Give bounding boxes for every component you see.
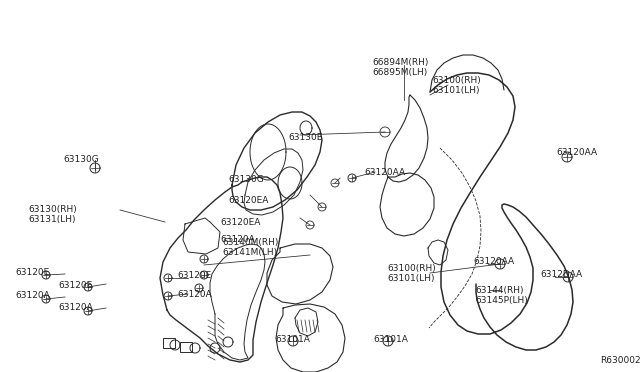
- Text: 63120A: 63120A: [220, 235, 255, 244]
- Text: 63120EA: 63120EA: [220, 218, 260, 227]
- Text: 63120A: 63120A: [58, 303, 93, 312]
- Text: 66894M(RH)
66895M(LH): 66894M(RH) 66895M(LH): [372, 58, 428, 77]
- Bar: [163, 338, 175, 348]
- Text: 63144(RH)
63145P(LH): 63144(RH) 63145P(LH): [475, 286, 528, 305]
- Text: 63120AA: 63120AA: [364, 168, 405, 177]
- Text: 63120E: 63120E: [58, 281, 92, 290]
- Text: 63120A: 63120A: [177, 290, 212, 299]
- Text: 63130G: 63130G: [228, 175, 264, 184]
- Text: 63120E: 63120E: [15, 268, 49, 277]
- Text: 63130(RH)
63131(LH): 63130(RH) 63131(LH): [28, 205, 77, 224]
- Text: 63130G: 63130G: [63, 155, 99, 164]
- Text: R630002M: R630002M: [600, 356, 640, 365]
- Text: 63120AA: 63120AA: [473, 257, 514, 266]
- Text: 63101A: 63101A: [373, 335, 408, 344]
- Text: 63100(RH)
63101(LH): 63100(RH) 63101(LH): [387, 264, 436, 283]
- Text: 63101A: 63101A: [275, 335, 310, 344]
- Text: 63130E: 63130E: [288, 133, 323, 142]
- Text: 63120E: 63120E: [177, 271, 211, 280]
- Text: 63120EA: 63120EA: [228, 196, 268, 205]
- Text: 63140M(RH)
63141M(LH): 63140M(RH) 63141M(LH): [222, 238, 278, 257]
- Text: 63120A: 63120A: [15, 291, 50, 300]
- Text: 63100(RH)
63101(LH): 63100(RH) 63101(LH): [432, 76, 481, 95]
- Text: 6312DAA: 6312DAA: [540, 270, 582, 279]
- Text: 63120AA: 63120AA: [556, 148, 597, 157]
- Bar: [180, 342, 192, 352]
